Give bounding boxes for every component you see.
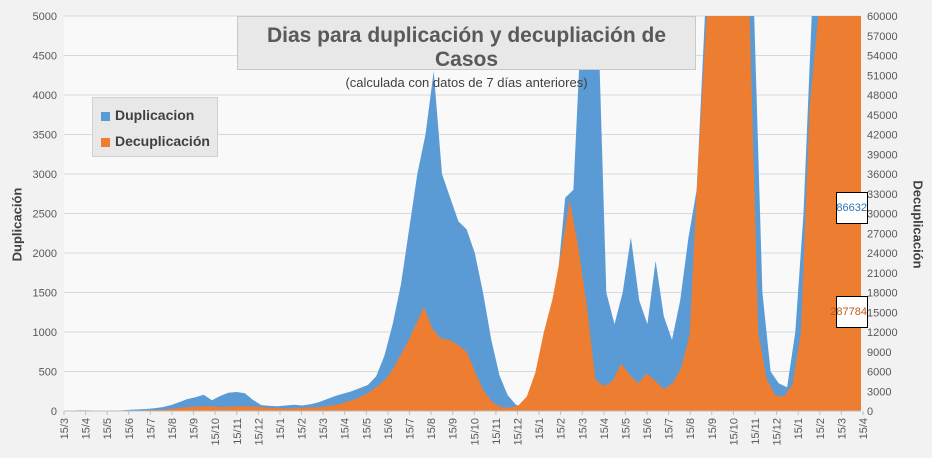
y-left-tick-label: 4500 <box>33 51 57 63</box>
y-right-tick-label: 24000 <box>867 248 898 260</box>
y-left-tick-label: 2000 <box>33 248 57 260</box>
x-tick-label: 15/3 <box>836 418 848 439</box>
x-tick-label: 15/12 <box>772 418 784 446</box>
x-tick-label: 15/4 <box>340 418 352 439</box>
x-tick-label: 15/2 <box>297 418 309 439</box>
y-axis-left-title: Duplicación <box>9 187 25 262</box>
legend: Duplicacion Decuplicación <box>92 97 218 157</box>
x-tick-label: 15/10 <box>728 418 740 446</box>
y-right-tick-label: 33000 <box>867 189 898 201</box>
y-right-tick-label: 30000 <box>867 209 898 221</box>
x-tick-label: 15/1 <box>534 418 546 439</box>
x-tick-label: 15/7 <box>664 418 676 439</box>
y-right-tick-label: 48000 <box>867 90 898 102</box>
marker-duplicacion-value: 86632 <box>836 192 868 224</box>
x-tick-label: 15/11 <box>491 418 503 445</box>
y-right-tick-label: 27000 <box>867 228 898 240</box>
y-right-tick-label: 54000 <box>867 51 898 63</box>
x-tick-label: 15/9 <box>707 418 719 439</box>
x-tick-label: 15/5 <box>620 418 632 439</box>
x-tick-label: 15/5 <box>361 418 373 439</box>
x-tick-label: 15/5 <box>102 418 114 439</box>
y-right-tick-label: 0 <box>867 406 873 418</box>
y-axis-left: 0 500 1000 1500 2000 2500 3000 3500 4000 4500 5000 <box>33 11 57 418</box>
x-tick-label: 15/3 <box>318 418 330 439</box>
y-axis-right-title: Decuplicación <box>910 180 926 269</box>
x-tick-label: 15/4 <box>858 418 870 439</box>
legend-label-duplicacion: Duplicacion <box>115 107 195 123</box>
x-tick-label: 15/10 <box>469 418 481 446</box>
y-right-tick-label: 57000 <box>867 31 898 43</box>
y-right-tick-label: 36000 <box>867 169 898 181</box>
y-right-tick-label: 12000 <box>867 327 898 339</box>
x-tick-label: 15/4 <box>599 418 611 439</box>
marker-decuplicacion-value: 287784 <box>830 296 868 328</box>
x-tick-label: 15/1 <box>275 418 287 439</box>
y-left-tick-label: 4000 <box>33 90 57 102</box>
y-left-tick-label: 1000 <box>33 327 57 339</box>
y-right-tick-label: 60000 <box>867 11 898 23</box>
x-tick-label: 15/12 <box>253 418 265 446</box>
x-tick-label: 15/6 <box>383 418 395 439</box>
x-tick-label: 15/6 <box>642 418 654 439</box>
y-left-tick-label: 0 <box>51 406 57 418</box>
y-right-tick-label: 15000 <box>867 307 898 319</box>
y-right-tick-label: 45000 <box>867 110 898 122</box>
y-right-tick-label: 42000 <box>867 130 898 142</box>
y-left-tick-label: 3500 <box>33 130 57 142</box>
chart-title: Dias para duplicación y decupliación de … <box>266 24 667 71</box>
y-left-tick-label: 500 <box>39 367 57 379</box>
y-right-tick-label: 3000 <box>867 386 891 398</box>
x-tick-label: 15/7 <box>145 418 157 439</box>
y-left-tick-label: 2500 <box>33 209 57 221</box>
x-tick-label: 15/4 <box>81 418 93 439</box>
x-tick-label: 15/2 <box>815 418 827 439</box>
y-left-tick-label: 1500 <box>33 288 57 300</box>
legend-item-duplicacion: Duplicacion <box>101 107 194 123</box>
x-axis: 15/3 15/4 15/5 15/6 15/7 15/8 15/9 15/10 15/11 15… <box>59 410 870 446</box>
x-tick-label: 15/10 <box>210 418 222 446</box>
x-tick-label: 15/3 <box>577 418 589 439</box>
legend-swatch-duplicacion <box>101 111 110 121</box>
x-tick-label: 15/11 <box>750 418 762 445</box>
x-tick-label: 15/9 <box>448 418 460 439</box>
y-right-tick-label: 39000 <box>867 149 898 161</box>
y-right-tick-label: 51000 <box>867 70 898 82</box>
y-axis-right: 0 3000 6000 9000 12000 15000 18000 21000 24000 27… <box>867 11 898 418</box>
x-tick-label: 15/9 <box>189 418 201 439</box>
legend-swatch-decuplicacion <box>101 137 110 147</box>
x-tick-label: 15/8 <box>167 418 179 439</box>
area-duplicacion <box>64 16 861 411</box>
x-tick-label: 15/7 <box>405 418 417 439</box>
x-tick-label: 15/1 <box>793 418 805 439</box>
legend-label-decuplicacion: Decuplicación <box>115 133 210 149</box>
legend-item-decuplicacion: Decuplicación <box>101 133 210 149</box>
chart-title-box: Dias para duplicación y decupliación de … <box>237 16 696 90</box>
y-right-tick-label: 21000 <box>867 268 898 280</box>
y-left-tick-label: 3000 <box>33 169 57 181</box>
x-tick-label: 15/2 <box>556 418 568 439</box>
y-right-tick-label: 18000 <box>867 288 898 300</box>
chart-subtitle: (calculada con datos de 7 días anteriore… <box>345 75 588 90</box>
series-areas <box>64 16 861 411</box>
x-tick-label: 15/3 <box>59 418 71 439</box>
x-tick-label: 15/6 <box>124 418 136 439</box>
x-tick-label: 15/11 <box>232 418 244 445</box>
x-tick-label: 15/8 <box>426 418 438 439</box>
x-tick-label: 15/8 <box>685 418 697 439</box>
y-left-tick-label: 5000 <box>33 11 57 23</box>
area-decuplicacion <box>64 16 861 411</box>
x-tick-label: 15/12 <box>512 418 524 446</box>
y-right-tick-label: 6000 <box>867 367 891 379</box>
y-right-tick-label: 9000 <box>867 347 891 359</box>
